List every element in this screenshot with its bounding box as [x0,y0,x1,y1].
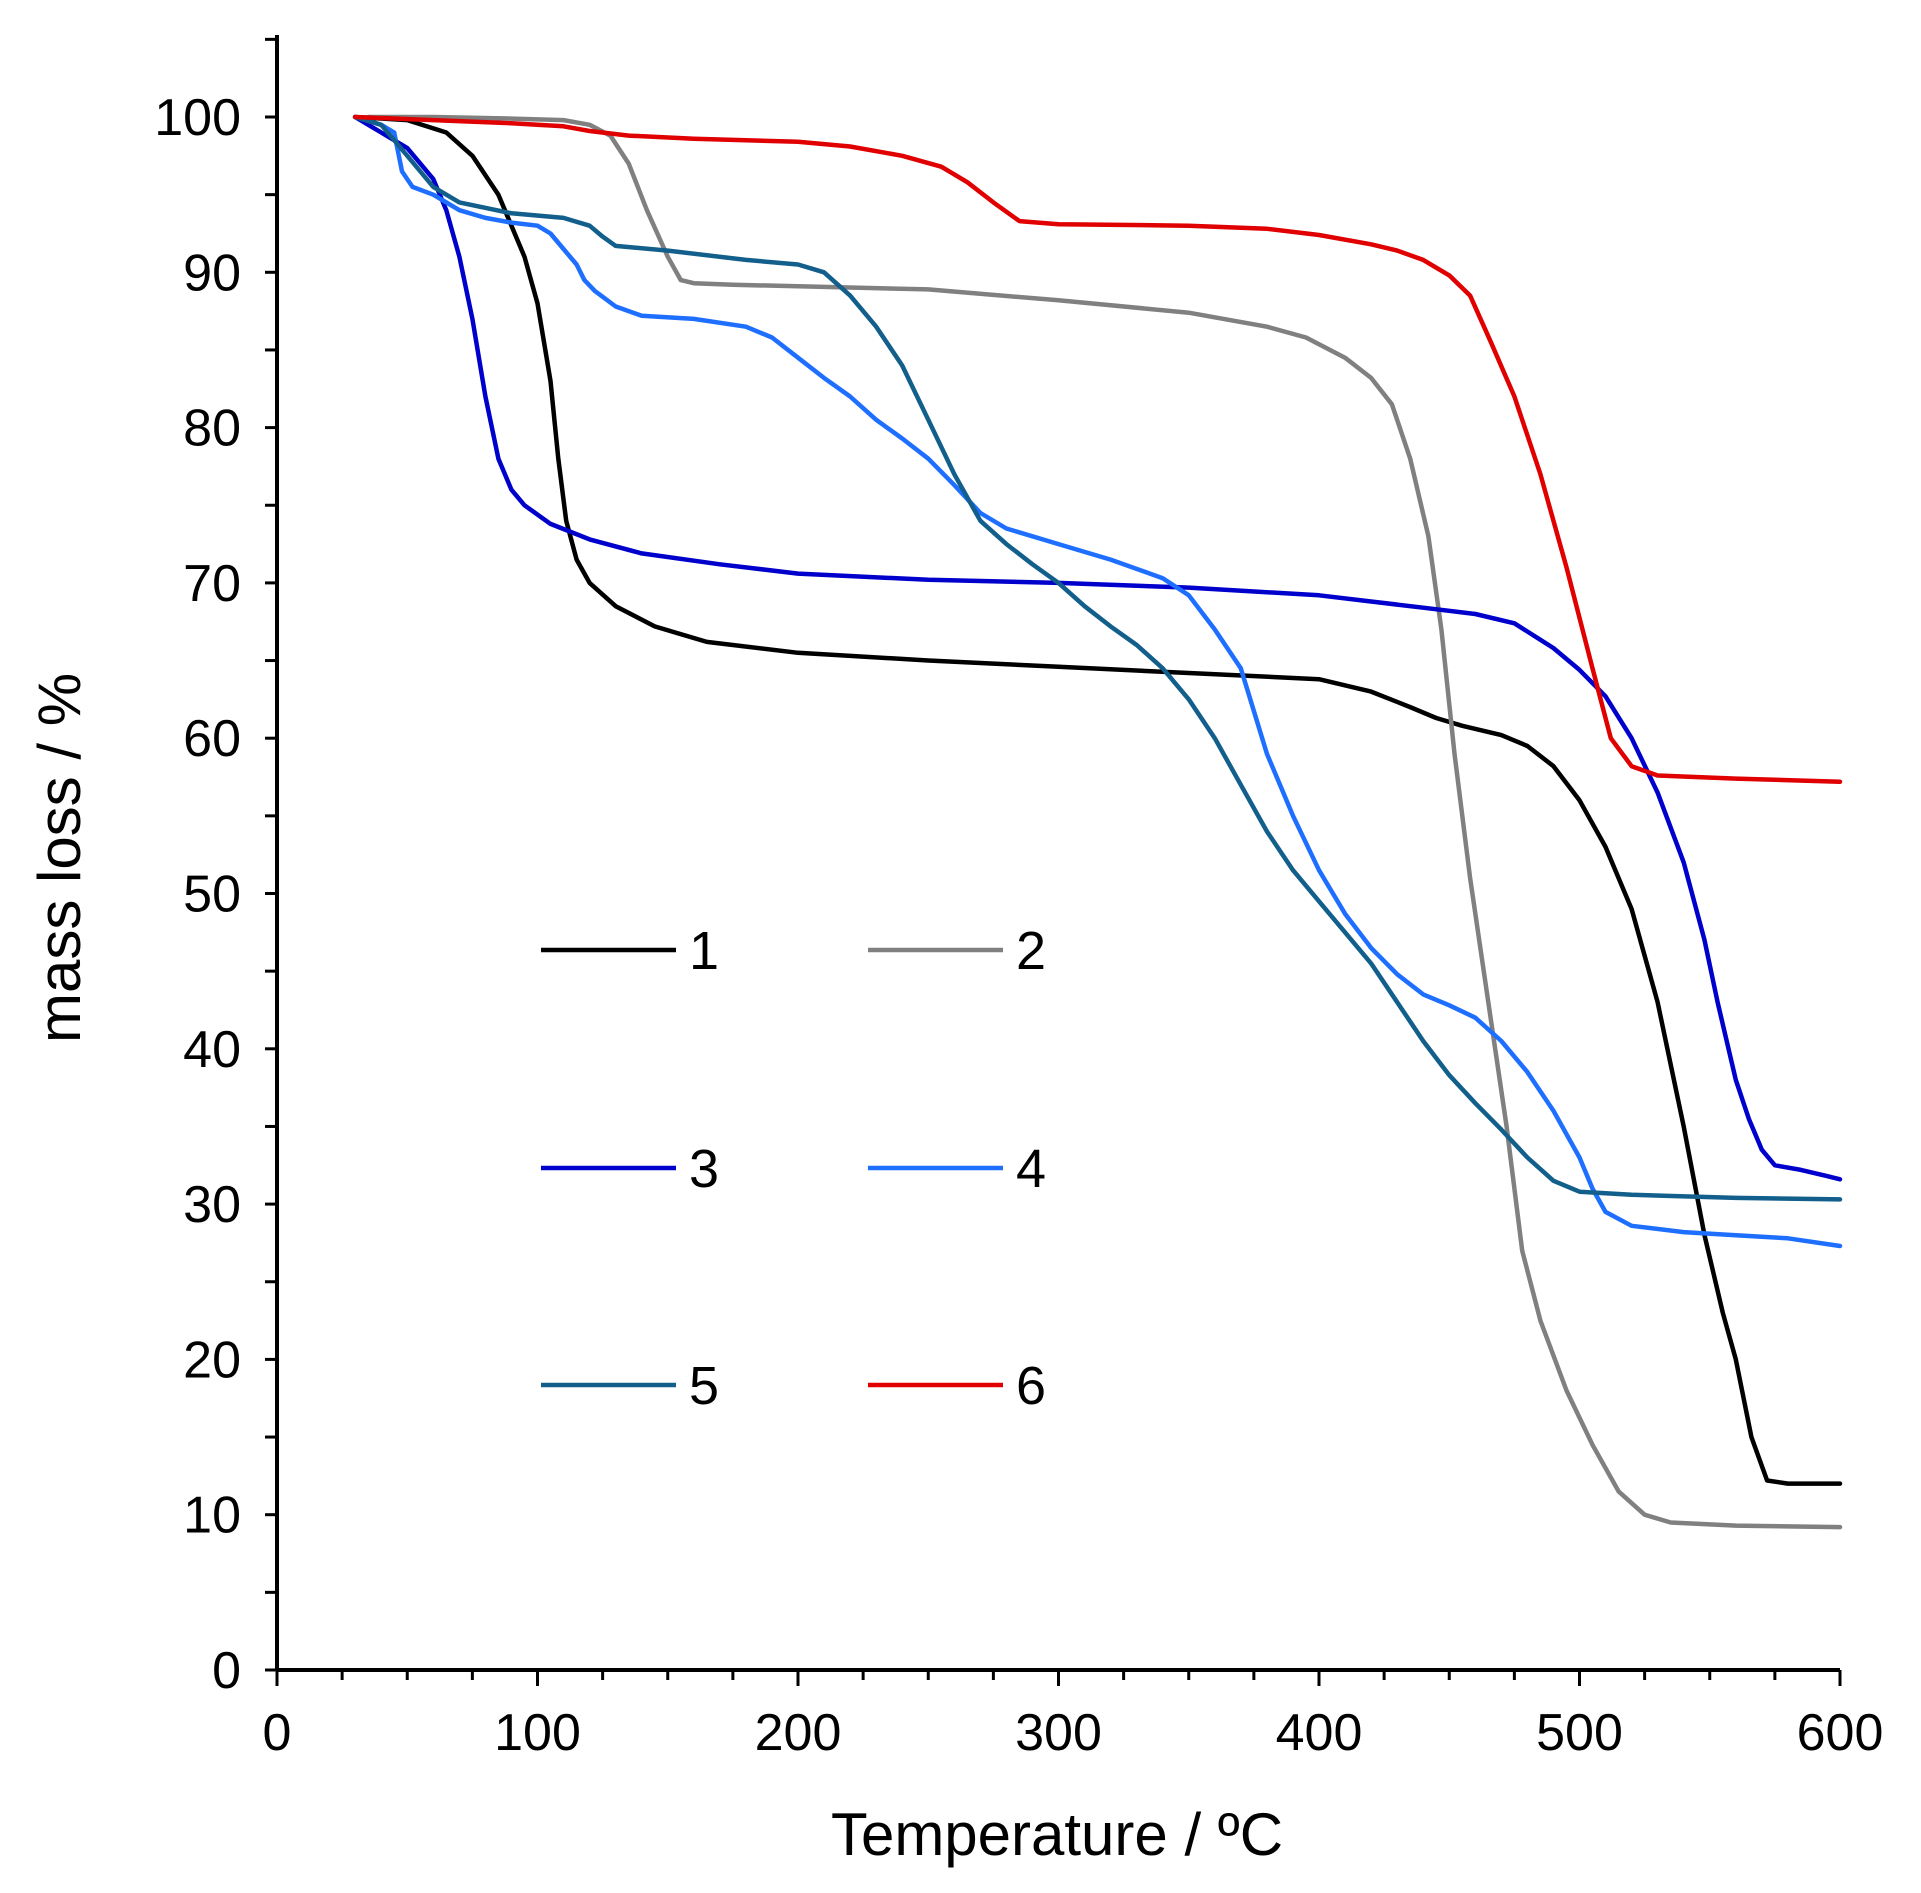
y-tick-label: 80 [183,400,241,458]
y-tick-label: 50 [183,866,241,924]
legend-label-2: 2 [1016,921,1046,981]
series-line-3 [352,114,1843,1182]
series-layer [352,114,1843,1530]
x-tick-label: 600 [1797,1704,1884,1762]
y-tick-label: 100 [154,89,241,147]
legend-label-3: 3 [689,1139,719,1199]
y-tick-label: 40 [183,1021,241,1079]
legend-label-4: 4 [1016,1139,1046,1199]
series-line-5 [352,114,1843,1202]
series-line-6 [352,114,1843,784]
x-tick-label: 500 [1536,1704,1623,1762]
x-tick-label: 200 [755,1704,842,1762]
x-tick-label: 0 [263,1704,292,1762]
y-tick-label: 20 [183,1331,241,1389]
series-line-2 [365,114,1843,1530]
legend-label-6: 6 [1016,1356,1046,1416]
axes-layer: 0 10 20 30 40 50 60 70 80 90 100 0 100 200 300 400 500 60… [154,35,1883,1762]
y-tick-label: 30 [183,1176,241,1234]
series-line-4 [352,114,1843,1249]
legend: 1 2 3 4 5 6 [541,921,1046,1416]
y-tick-label: 60 [183,710,241,768]
legend-label-1: 1 [689,921,719,981]
x-tick-label: 300 [1015,1704,1102,1762]
y-tick-label: 10 [183,1487,241,1545]
y-axis-title: mass loss / % [26,673,93,1043]
y-tick-label: 90 [183,244,241,302]
x-axis-title: Temperature / ºC [831,1801,1283,1868]
y-tick-label: 70 [183,555,241,613]
x-tick-label: 400 [1276,1704,1363,1762]
legend-label-5: 5 [689,1356,719,1416]
y-tick-label: 0 [212,1642,241,1700]
x-tick-label: 100 [494,1704,581,1762]
